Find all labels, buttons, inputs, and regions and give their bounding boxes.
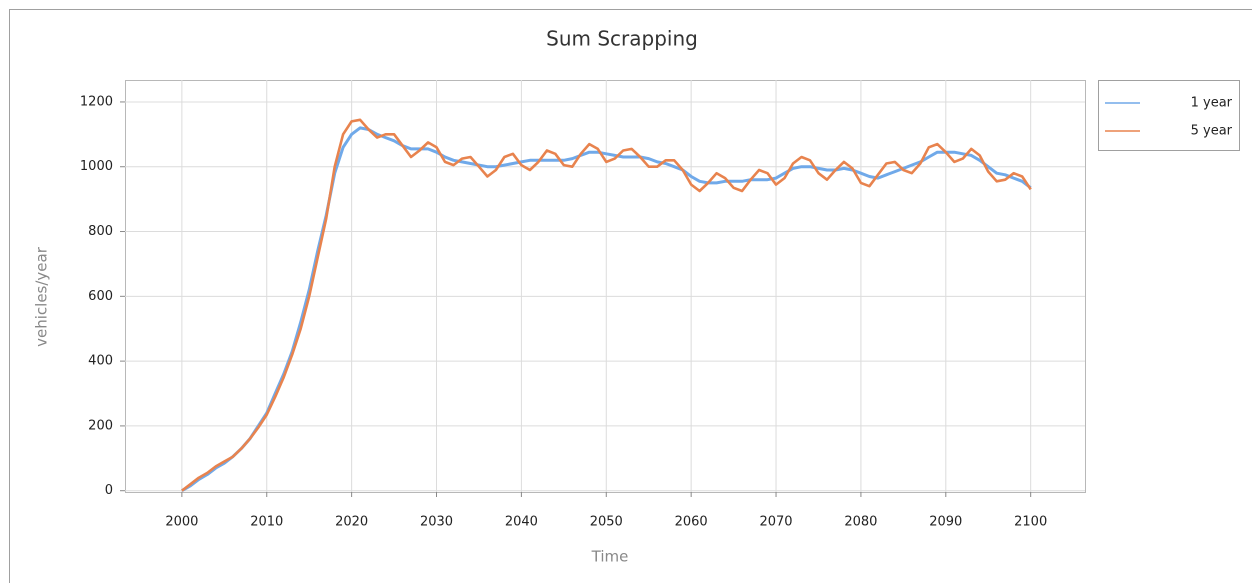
plot-frame	[125, 80, 1086, 493]
x-tick-label: 2090	[929, 515, 962, 530]
y-tick-label: 600	[88, 289, 113, 304]
chart-title: Sum Scrapping	[546, 27, 698, 51]
x-tick-label: 2000	[165, 515, 198, 530]
x-tick-label: 2100	[1014, 515, 1047, 530]
x-tick-label: 2040	[505, 515, 538, 530]
legend-label: 1 year	[1191, 96, 1233, 111]
legend	[1098, 80, 1240, 151]
y-tick-label: 1200	[80, 94, 113, 109]
series-line	[181, 118, 1032, 492]
frame	[9, 9, 1252, 583]
y-tick-label: 1000	[80, 159, 113, 174]
x-tick-label: 2060	[675, 515, 708, 530]
y-tick-label: 200	[88, 418, 113, 433]
x-tick-label: 2020	[335, 515, 368, 530]
x-tick-label: 2070	[759, 515, 792, 530]
x-axis-title: Time	[591, 548, 629, 566]
y-axis-title: vehicles/year	[33, 246, 51, 347]
y-tick-label: 800	[88, 224, 113, 239]
x-tick-label: 2030	[420, 515, 453, 530]
x-tick-label: 2050	[590, 515, 623, 530]
y-tick-label: 0	[105, 483, 113, 498]
y-tick-label: 400	[88, 354, 113, 369]
x-tick-label: 2080	[844, 515, 877, 530]
x-tick-label: 2010	[250, 515, 283, 530]
legend-label: 5 year	[1191, 124, 1233, 139]
